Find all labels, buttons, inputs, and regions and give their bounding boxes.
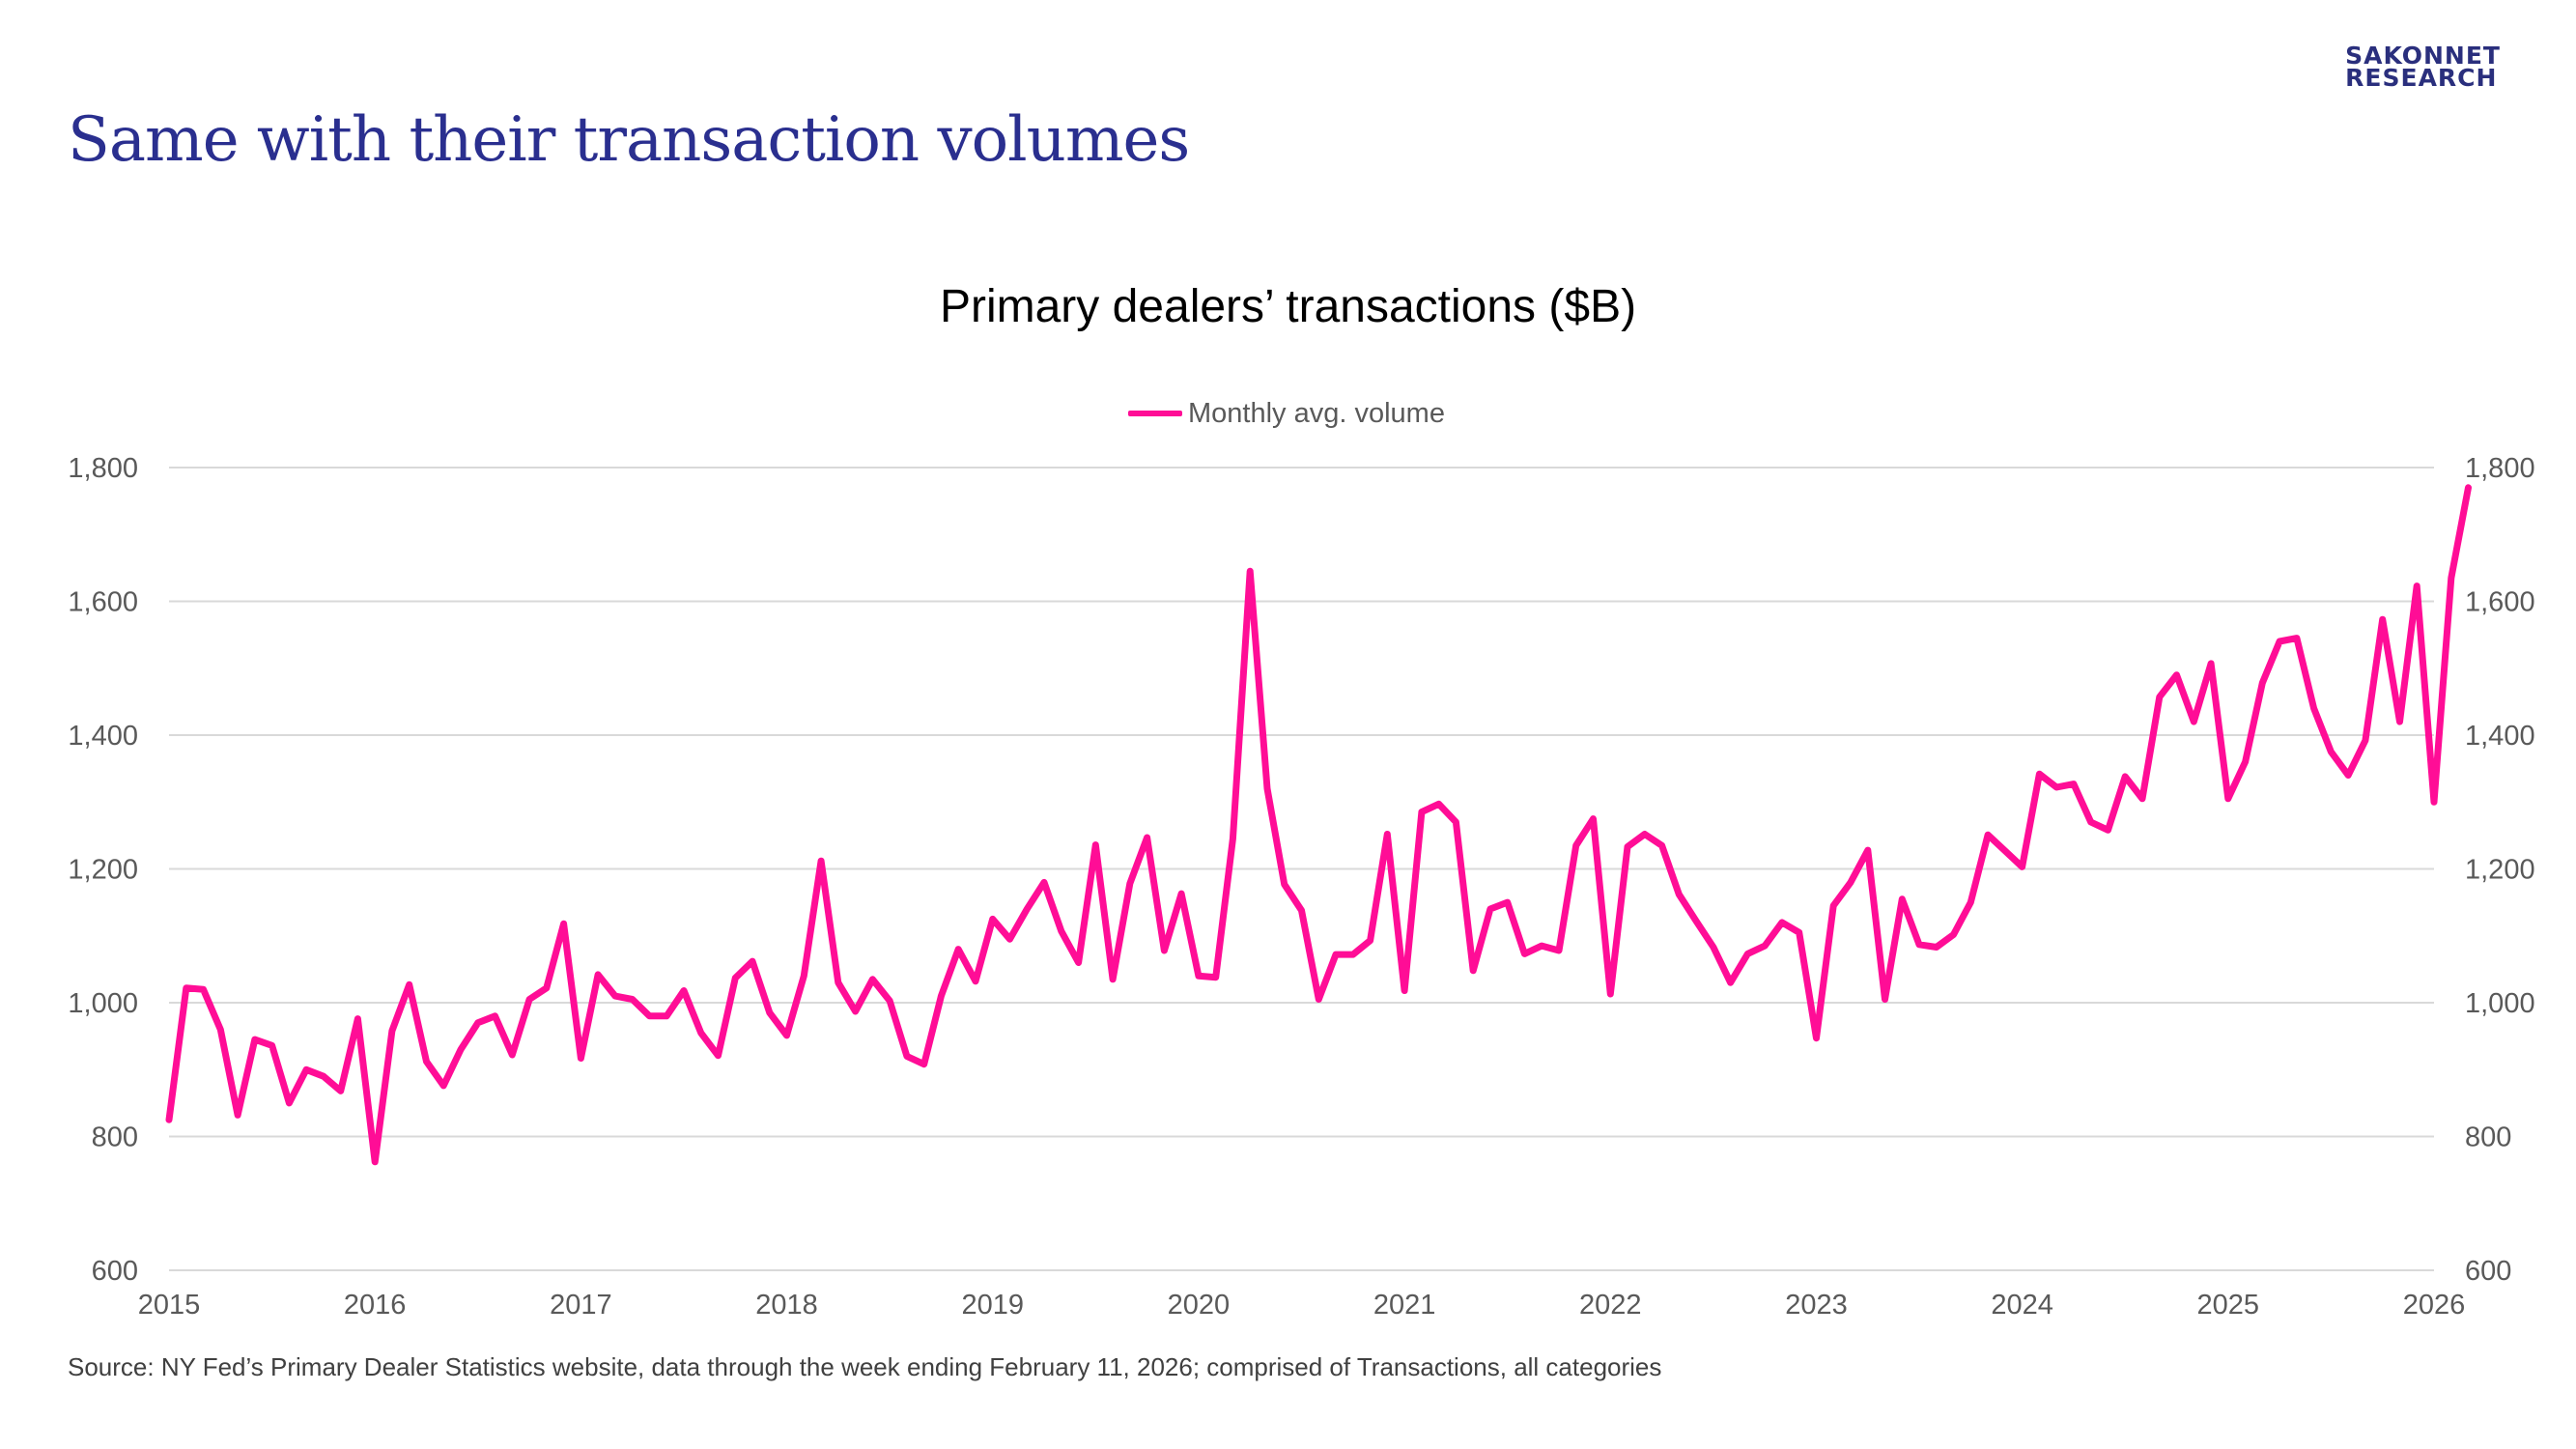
y-tick-right-1600: 1,600 xyxy=(2465,587,2535,618)
sakonnet-research-logo: SAKONNET RESEARCH xyxy=(2345,42,2501,92)
y-tick-right-1000: 1,000 xyxy=(2465,988,2535,1019)
x-tick-2018: 2018 xyxy=(755,1290,818,1321)
y-tick-left-1400: 1,400 xyxy=(68,721,138,752)
y-tick-left-600: 600 xyxy=(92,1256,138,1287)
x-tick-2021: 2021 xyxy=(1373,1290,1436,1321)
y-tick-left-1800: 1,800 xyxy=(68,453,138,484)
y-tick-right-1200: 1,200 xyxy=(2465,855,2535,886)
legend-swatch xyxy=(1128,411,1182,416)
x-tick-2026: 2026 xyxy=(2403,1290,2466,1321)
y-tick-left-1600: 1,600 xyxy=(68,587,138,618)
y-tick-right-1400: 1,400 xyxy=(2465,721,2535,752)
x-tick-2019: 2019 xyxy=(961,1290,1024,1321)
slide-title: Same with their transaction volumes xyxy=(68,104,1190,176)
x-tick-2022: 2022 xyxy=(1579,1290,1642,1321)
logo-line-2: RESEARCH xyxy=(2345,64,2498,92)
chart-title: Primary dealers’ transactions ($B) xyxy=(939,281,1637,332)
logo-line-1: SAKONNET xyxy=(2345,42,2501,70)
y-tick-right-800: 800 xyxy=(2465,1122,2511,1153)
x-tick-2016: 2016 xyxy=(344,1290,407,1321)
y-tick-right-600: 600 xyxy=(2465,1256,2511,1287)
y-tick-left-1000: 1,000 xyxy=(68,988,138,1019)
series-line-monthly-avg-volume xyxy=(165,484,2472,1166)
x-tick-2025: 2025 xyxy=(2197,1290,2260,1321)
x-tick-2023: 2023 xyxy=(1785,1290,1848,1321)
source-note: Source: NY Fed’s Primary Dealer Statisti… xyxy=(68,1352,1662,1381)
legend-label: Monthly avg. volume xyxy=(1188,397,1445,429)
x-tick-2017: 2017 xyxy=(550,1290,612,1321)
y-tick-left-1200: 1,200 xyxy=(68,855,138,886)
x-tick-2015: 2015 xyxy=(138,1290,201,1321)
y-tick-left-800: 800 xyxy=(92,1122,138,1153)
chart-legend: Monthly avg. volume xyxy=(1128,396,1445,431)
x-tick-2020: 2020 xyxy=(1168,1290,1231,1321)
y-tick-right-1800: 1,800 xyxy=(2465,453,2535,484)
x-tick-2024: 2024 xyxy=(1991,1290,2053,1321)
